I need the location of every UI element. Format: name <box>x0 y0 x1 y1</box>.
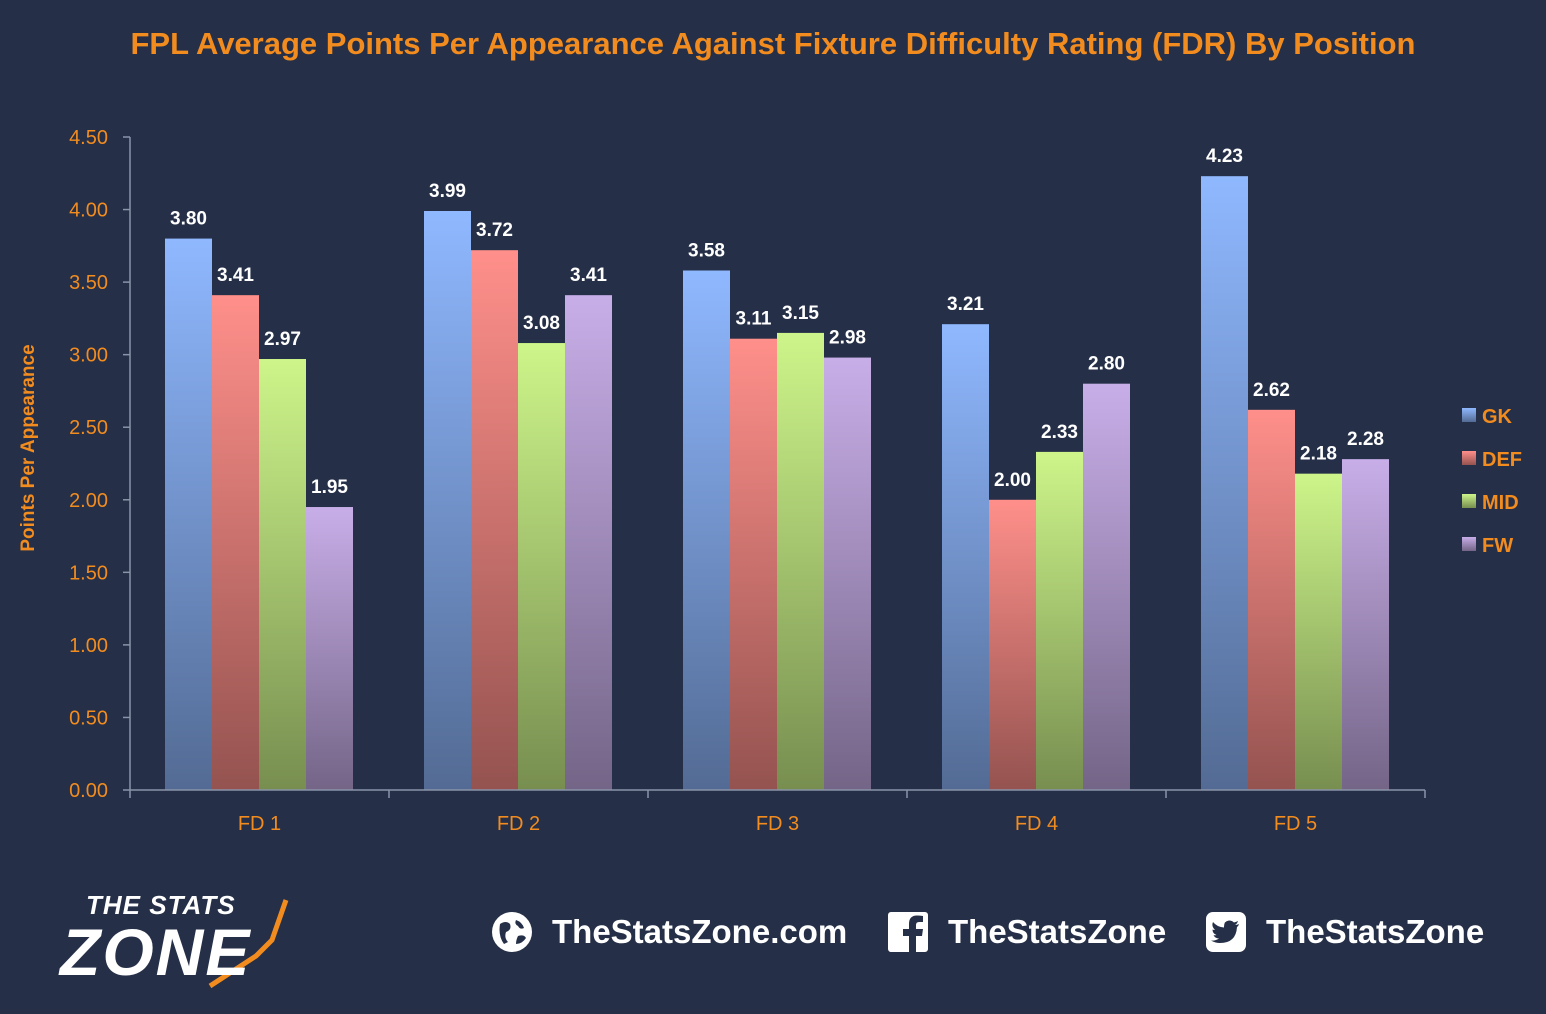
y-tick-label: 2.00 <box>69 490 108 512</box>
y-tick-label: 0.00 <box>69 780 108 802</box>
facebook-text: TheStatsZone <box>948 913 1167 950</box>
bar-fw-2 <box>565 295 612 790</box>
legend-swatch-gk <box>1462 408 1476 422</box>
x-tick-label: FD 4 <box>1015 813 1058 835</box>
data-label-mid-3: 3.15 <box>782 303 819 324</box>
axes-layer: 0.00 0.50 1.00 1.50 2.00 2.50 3.00 3.50 4.00 4.50… <box>69 127 1426 835</box>
bar-gk-4 <box>942 324 989 790</box>
y-tick-label: 4.00 <box>69 200 108 222</box>
legend-swatch-fw <box>1462 537 1476 551</box>
y-tick-label: 1.00 <box>69 635 108 657</box>
data-label-fw-4: 2.80 <box>1088 354 1125 375</box>
twitter-icon <box>1206 912 1246 952</box>
globe-icon <box>492 912 532 952</box>
twitter-text: TheStatsZone <box>1266 913 1485 950</box>
bar-def-4 <box>989 499 1036 790</box>
bar-gk-5 <box>1201 176 1248 790</box>
y-tick-label: 4.50 <box>69 127 108 149</box>
legend: GK DEF MID FW <box>1462 406 1522 557</box>
bar-gk-2 <box>424 211 471 791</box>
legend-label-def: DEF <box>1482 449 1522 471</box>
logo-text-bottom: ZONE <box>60 915 252 989</box>
data-label-fw-2: 3.41 <box>570 265 607 286</box>
data-label-gk-2: 3.99 <box>429 181 466 202</box>
data-label-gk-1: 3.80 <box>170 209 207 230</box>
stats-zone-logo: THE STATS ZONE <box>60 886 330 996</box>
logo-swoosh-icon <box>208 899 289 989</box>
y-tick-label: 3.50 <box>69 272 108 294</box>
legend-label-mid: MID <box>1482 492 1519 514</box>
data-label-def-5: 2.62 <box>1253 380 1290 401</box>
bar-mid-5 <box>1295 473 1342 790</box>
bar-def-2 <box>471 250 518 791</box>
legend-swatch-mid <box>1462 494 1476 508</box>
bar-chart: 3.80 3.41 2.97 1.95 3.99 3.72 3.08 3.41 3.58 3.11… <box>18 127 1522 835</box>
website-text: TheStatsZone.com <box>552 913 848 950</box>
data-label-gk-5: 4.23 <box>1206 146 1243 167</box>
data-label-gk-4: 3.21 <box>947 294 984 315</box>
bar-gk-1 <box>165 238 212 791</box>
bars-layer <box>165 176 1389 791</box>
facebook-icon <box>888 912 928 952</box>
bar-def-3 <box>730 338 777 790</box>
bar-def-5 <box>1248 409 1295 790</box>
x-tick-label: FD 3 <box>756 813 799 835</box>
bar-mid-3 <box>777 332 824 790</box>
bar-fw-5 <box>1342 459 1389 790</box>
x-tick-label: FD 5 <box>1274 813 1317 835</box>
data-label-mid-5: 2.18 <box>1300 444 1337 465</box>
bar-mid-1 <box>259 359 306 790</box>
data-label-mid-2: 3.08 <box>523 313 560 334</box>
data-label-def-3: 3.11 <box>736 309 772 330</box>
data-label-mid-4: 2.33 <box>1041 422 1078 443</box>
logo-text-top: THE STATS <box>86 890 236 920</box>
facebook-link[interactable]: TheStatsZone <box>886 910 1166 954</box>
bar-fw-1 <box>306 507 353 790</box>
bar-fw-4 <box>1083 383 1130 790</box>
data-label-fw-3: 2.98 <box>829 328 866 349</box>
y-tick-label: 2.50 <box>69 417 108 439</box>
bar-gk-3 <box>683 270 730 791</box>
data-label-gk-3: 3.58 <box>688 241 725 262</box>
legend-swatch-def <box>1462 451 1476 465</box>
data-label-def-1: 3.41 <box>217 265 254 286</box>
bar-fw-3 <box>824 357 871 790</box>
x-tick-label: FD 2 <box>497 813 540 835</box>
legend-label-gk: GK <box>1482 406 1513 428</box>
y-axis-title: Points Per Appearance <box>18 344 39 551</box>
bar-def-1 <box>212 295 259 790</box>
legend-label-fw: FW <box>1482 535 1513 557</box>
data-labels-layer: 3.80 3.41 2.97 1.95 3.99 3.72 3.08 3.41 3.58 3.11… <box>170 146 1384 498</box>
y-tick-label: 3.00 <box>69 345 108 367</box>
data-label-def-4: 2.00 <box>994 470 1031 491</box>
chart-title: FPL Average Points Per Appearance Agains… <box>130 26 1416 61</box>
bar-mid-2 <box>518 343 565 790</box>
y-tick-label: 0.50 <box>69 707 108 729</box>
x-tick-label: FD 1 <box>238 813 281 835</box>
twitter-link[interactable]: TheStatsZone <box>1204 910 1484 954</box>
bar-mid-4 <box>1036 451 1083 790</box>
data-label-def-2: 3.72 <box>476 220 513 241</box>
data-label-fw-1: 1.95 <box>311 477 348 498</box>
website-link[interactable]: TheStatsZone.com <box>490 910 847 954</box>
footer: THE STATS ZONE TheStatsZone.com TheStats… <box>0 870 1546 1010</box>
data-label-mid-1: 2.97 <box>264 329 301 350</box>
y-tick-label: 1.50 <box>69 562 108 584</box>
data-label-fw-5: 2.28 <box>1347 429 1384 450</box>
